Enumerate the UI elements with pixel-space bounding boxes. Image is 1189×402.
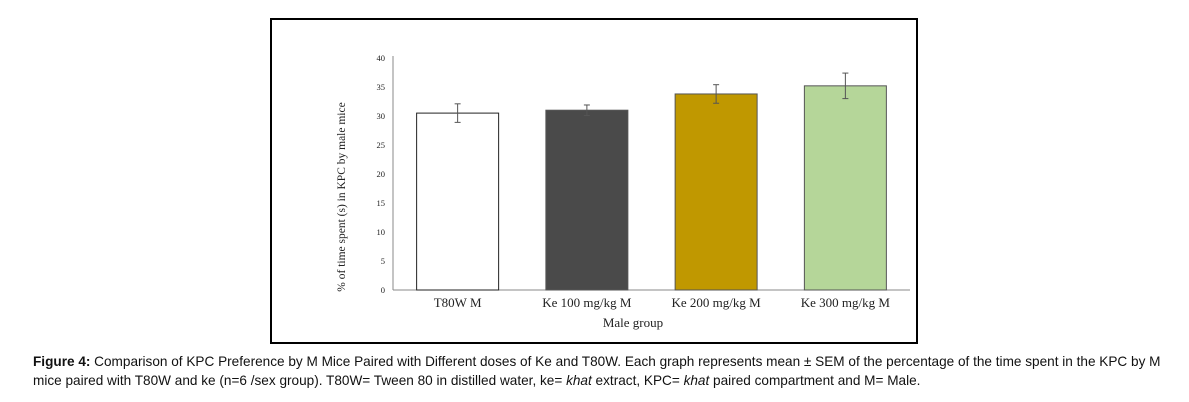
bar-chart: 0 5 10 15 20 25 30 35 40 T80W M Ke 100 mg/kg M Ke …	[336, 53, 910, 330]
y-tick-label: 10	[377, 227, 386, 237]
bar	[803, 85, 887, 291]
y-tick-label: 40	[377, 53, 386, 63]
caption-italic-2: khat	[683, 373, 710, 388]
caption-text-2: extract, KPC=	[591, 373, 684, 388]
x-axis-label: Male group	[603, 315, 663, 330]
y-tick-label: 20	[377, 169, 386, 179]
bar	[416, 112, 500, 291]
bars-group	[416, 85, 887, 291]
bar	[674, 93, 758, 291]
y-axis-label: % of time spent (s) in KPC by male mice	[336, 102, 348, 291]
error-bar	[454, 103, 461, 123]
y-tick-label: 35	[377, 82, 386, 92]
error-bar	[583, 104, 590, 116]
caption-text-3: paired compartment and M= Male.	[709, 373, 921, 388]
caption-italic-1: khat	[566, 373, 592, 388]
y-tick-label: 15	[377, 198, 386, 208]
figure-frame: 0 5 10 15 20 25 30 35 40 T80W M Ke 100 mg/kg M Ke …	[270, 18, 918, 344]
x-tick-label: Ke 300 mg/kg M	[801, 295, 891, 310]
error-bar	[842, 72, 849, 100]
y-tick-label: 0	[381, 285, 385, 295]
caption-text-1: Comparison of KPC Preference by M Mice P…	[33, 354, 1161, 388]
x-axis-tick-labels: T80W M Ke 100 mg/kg M Ke 200 mg/kg M Ke 300…	[434, 295, 891, 310]
x-tick-label: Ke 100 mg/kg M	[542, 295, 632, 310]
error-bars-group	[454, 72, 849, 123]
caption-label: Figure 4:	[33, 354, 91, 369]
x-tick-label: T80W M	[434, 295, 482, 310]
x-tick-label: Ke 200 mg/kg M	[672, 295, 762, 310]
y-axis-ticks: 0 5 10 15 20 25 30 35 40	[377, 53, 386, 295]
figure-caption: Figure 4: Comparison of KPC Preference b…	[33, 352, 1163, 390]
bar	[545, 109, 629, 291]
error-bar	[713, 84, 720, 104]
y-tick-label: 5	[381, 256, 385, 266]
y-tick-label: 30	[377, 111, 386, 121]
y-tick-label: 25	[377, 140, 386, 150]
